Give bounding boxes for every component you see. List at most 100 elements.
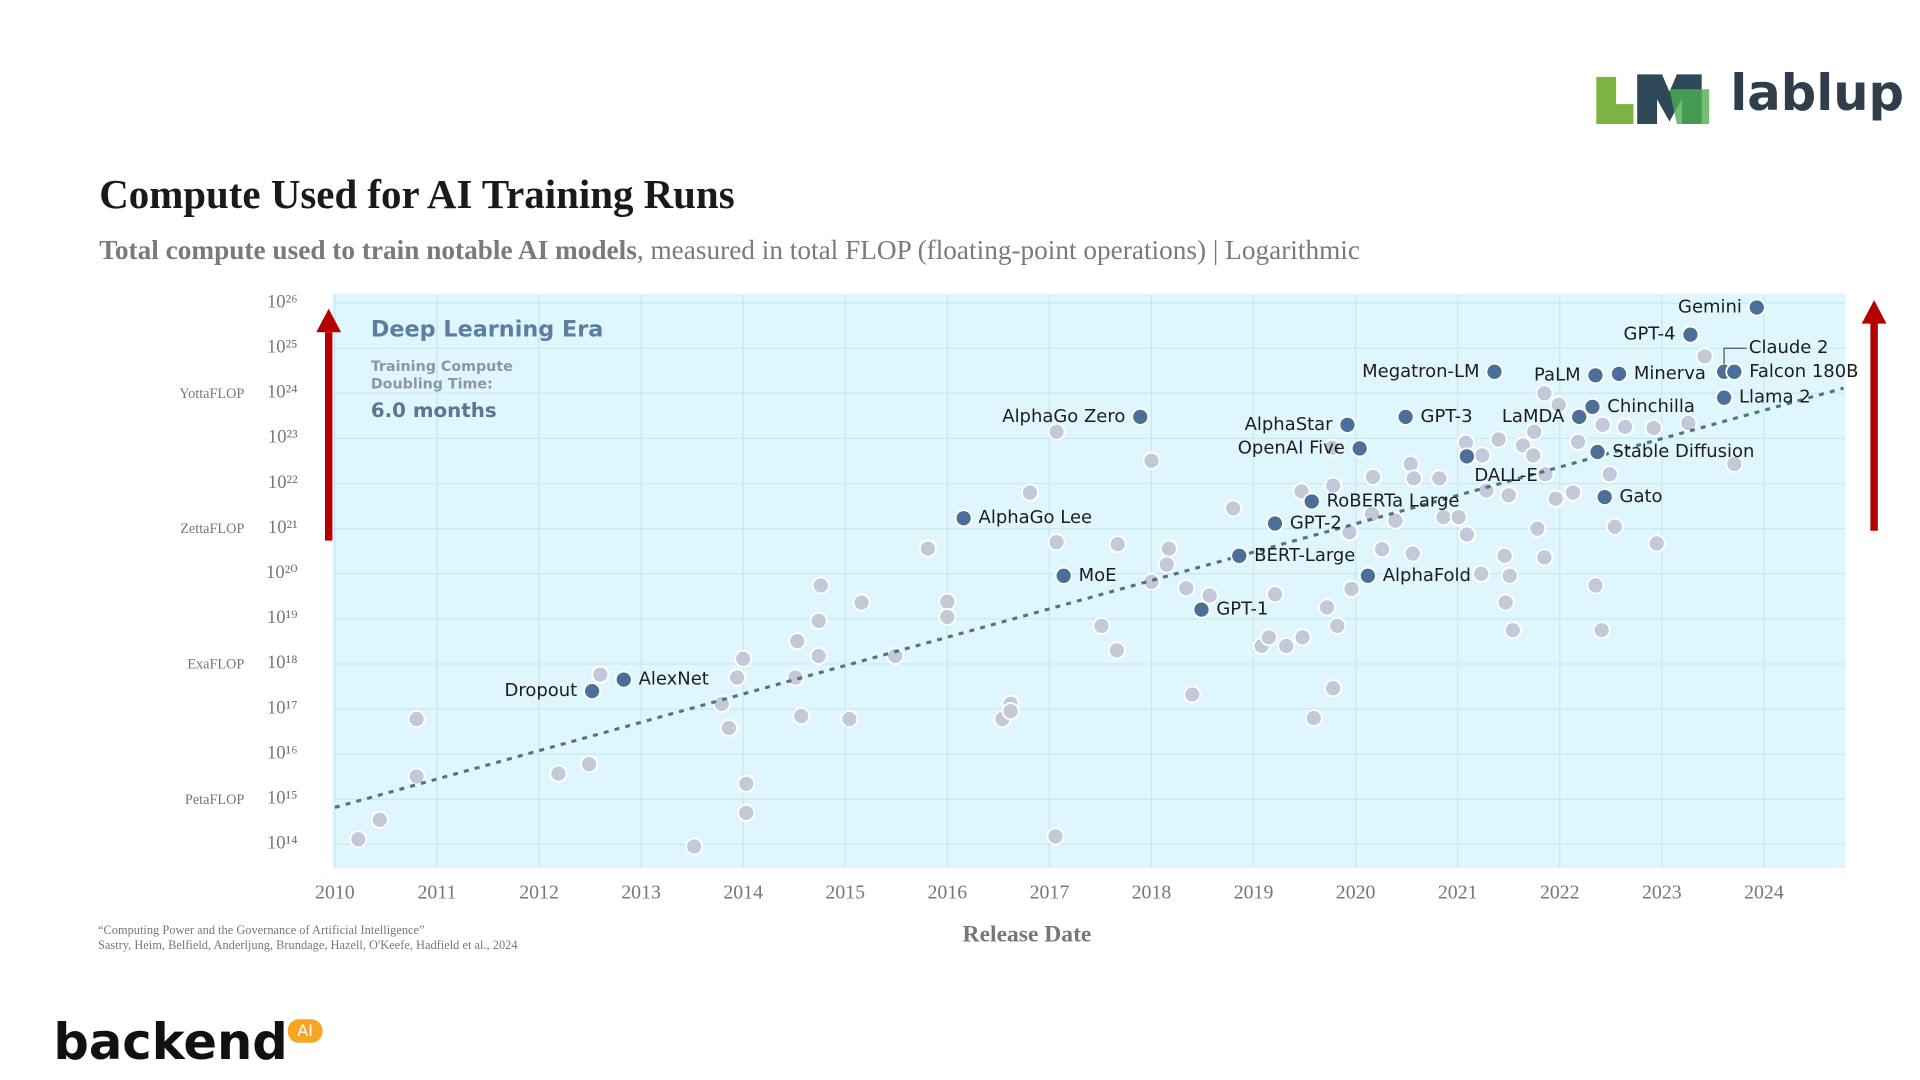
data-point [788, 632, 807, 651]
data-point [1695, 347, 1714, 366]
point-label: AlexNet [639, 669, 709, 690]
data-point [1224, 499, 1243, 518]
y-tick-label: 10¹⁸ [267, 652, 298, 673]
data-point [1265, 514, 1284, 533]
x-axis-title: Release Date [963, 922, 1092, 948]
data-point [1358, 566, 1377, 585]
data-point [1386, 511, 1405, 530]
point-label: Dropout [505, 680, 578, 701]
data-point [1616, 417, 1635, 436]
data-point [1293, 628, 1312, 647]
data-point [1230, 546, 1249, 565]
data-point [583, 682, 602, 701]
x-tick-label: 2023 [1642, 882, 1682, 904]
data-point [1528, 519, 1547, 538]
data-point [1457, 447, 1476, 466]
x-tick-label: 2014 [723, 882, 763, 904]
data-point [811, 576, 830, 595]
chart-title: Compute Used for AI Training Runs [99, 172, 734, 217]
data-point [1092, 616, 1111, 635]
data-point [737, 774, 756, 793]
data-point [1457, 525, 1476, 544]
data-point [1609, 364, 1628, 383]
data-point [1546, 489, 1565, 508]
logo-text: lablup [1730, 64, 1904, 122]
data-point [1549, 395, 1568, 414]
data-point [407, 710, 426, 729]
data-point [1647, 534, 1666, 553]
data-point [1588, 442, 1607, 461]
data-point [1715, 388, 1734, 407]
point-label: GPT-1 [1216, 599, 1268, 620]
data-point [1323, 438, 1342, 457]
data-point [1489, 430, 1508, 449]
annotation-era: Deep Learning Era [371, 316, 603, 342]
right-arrow-head [1861, 300, 1887, 324]
x-tick-label: 2015 [825, 882, 865, 904]
point-label: AlphaGo Zero [1002, 406, 1125, 427]
source: “Computing Power and the Governance of A… [98, 923, 425, 937]
data-point [1265, 585, 1284, 604]
y-tick-label: 10¹⁵ [267, 788, 298, 809]
data-point [809, 611, 828, 630]
data-point [1259, 628, 1278, 647]
data-point [734, 649, 753, 668]
data-point [737, 803, 756, 822]
x-tick-label: 2024 [1744, 882, 1784, 904]
data-point [1338, 415, 1357, 434]
data-point [1054, 566, 1073, 585]
data-point [1183, 685, 1202, 704]
x-tick-label: 2011 [417, 882, 456, 904]
data-point [1495, 546, 1514, 565]
data-point [1725, 455, 1744, 474]
unit-label: ExaFLOP [187, 656, 244, 672]
data-point [1403, 544, 1422, 563]
data-point [719, 719, 738, 738]
x-tick-label: 2019 [1234, 882, 1274, 904]
data-point [954, 509, 973, 528]
y-tick-label: 10²⁶ [267, 291, 298, 312]
data-point [1192, 600, 1211, 619]
data-point [852, 593, 871, 612]
data-point [1524, 446, 1543, 465]
data-point [1001, 702, 1020, 721]
data-point [1142, 451, 1161, 470]
data-point [1535, 548, 1554, 567]
badge-text: AI [297, 1021, 313, 1040]
annotation-text: Training Compute [371, 359, 513, 375]
y-tick-label: 10¹⁷ [267, 697, 298, 718]
point-label: LaMDA [1502, 406, 1565, 427]
data-point [1679, 413, 1698, 432]
data-point [1600, 465, 1619, 484]
plot: 10¹⁴ 10¹⁵ 10¹⁶ 10¹⁷ 10¹⁸ 10¹⁹ 10²⁰ 10²¹ 10²² 10²³… [179, 291, 1858, 903]
data-point [1404, 469, 1423, 488]
trend-line [334, 386, 1844, 809]
data-point [918, 539, 937, 558]
source: Sastry, Heim, Belfield, Anderljung, Brun… [98, 938, 518, 952]
data-point [1605, 517, 1624, 536]
logo-icon [1669, 89, 1710, 124]
y-tick-label: 10²⁰ [266, 562, 298, 583]
data-point [1525, 422, 1544, 441]
data-point [1644, 419, 1663, 437]
point-label: Llama 2 [1739, 387, 1811, 408]
point-label: PaLM [1534, 364, 1581, 385]
data-point [1570, 407, 1589, 426]
data-point [1324, 476, 1343, 495]
point-label: MoE [1079, 565, 1117, 586]
data-point [1681, 325, 1700, 344]
x-tick-label: 2021 [1438, 882, 1478, 904]
x-tick-label: 2016 [927, 882, 967, 904]
data-point [614, 670, 633, 689]
point-label: Megatron-LM [1362, 361, 1479, 382]
data-point [580, 755, 599, 774]
data-point [1363, 467, 1382, 486]
point-label: AlphaFold [1383, 565, 1471, 586]
data-point [809, 647, 828, 665]
data-point [407, 767, 426, 786]
data-point [938, 592, 957, 611]
data-point [840, 710, 859, 729]
unit-label: ZettaFLOP [180, 521, 244, 537]
data-point [591, 665, 610, 684]
